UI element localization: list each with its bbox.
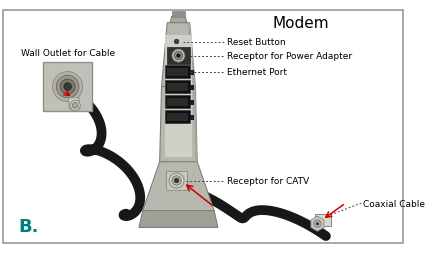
Bar [167, 114, 188, 122]
Circle shape [60, 80, 75, 95]
Text: Receptor for CATV: Receptor for CATV [227, 176, 309, 185]
Polygon shape [160, 87, 197, 162]
Circle shape [174, 179, 179, 183]
Bar [165, 111, 190, 124]
Polygon shape [165, 36, 192, 157]
Polygon shape [314, 214, 330, 226]
Text: Receptor for Power Adapter: Receptor for Power Adapter [227, 52, 353, 61]
Text: Wall Outlet for Cable: Wall Outlet for Cable [21, 49, 114, 58]
Polygon shape [311, 216, 324, 231]
Bar [190, 115, 194, 121]
Circle shape [72, 103, 78, 109]
Text: Reset Button: Reset Button [227, 38, 286, 47]
Bar [190, 100, 194, 106]
Circle shape [174, 52, 183, 61]
Circle shape [172, 176, 181, 185]
Circle shape [53, 72, 83, 102]
Bar [167, 48, 190, 65]
Polygon shape [162, 24, 195, 87]
Circle shape [64, 84, 71, 91]
Circle shape [56, 76, 79, 99]
Polygon shape [170, 17, 187, 24]
Bar [166, 171, 187, 190]
Circle shape [177, 55, 180, 58]
Circle shape [169, 173, 184, 188]
Polygon shape [69, 99, 80, 110]
Circle shape [316, 223, 319, 225]
Bar [167, 84, 188, 92]
Bar [167, 69, 188, 77]
Polygon shape [188, 24, 195, 87]
Text: Modem: Modem [272, 16, 329, 31]
Polygon shape [193, 87, 197, 162]
Bar [190, 85, 194, 91]
Text: Ethernet Port: Ethernet Port [227, 68, 287, 77]
Circle shape [174, 40, 179, 45]
Bar [43, 63, 92, 112]
Bar [167, 99, 188, 107]
Text: Coaxial Cable: Coaxial Cable [363, 199, 426, 208]
Bar [190, 70, 194, 76]
Bar [165, 66, 190, 79]
Polygon shape [70, 101, 81, 111]
Bar [165, 96, 190, 109]
Polygon shape [143, 162, 214, 211]
Bar [165, 81, 190, 94]
Polygon shape [139, 211, 218, 228]
Circle shape [314, 220, 321, 228]
Text: B.: B. [19, 217, 39, 235]
Circle shape [172, 50, 185, 63]
Bar [172, 12, 185, 18]
